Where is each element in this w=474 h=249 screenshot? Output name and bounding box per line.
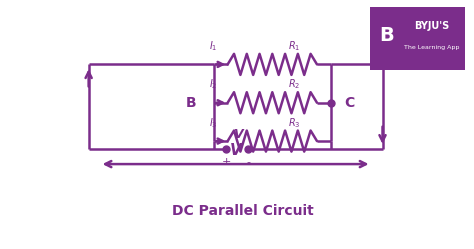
Text: $I_3$: $I_3$	[209, 116, 218, 129]
Text: DC Parallel Circuit: DC Parallel Circuit	[172, 204, 314, 218]
Text: B: B	[186, 96, 197, 110]
Text: +: +	[222, 157, 231, 167]
Text: BYJU'S: BYJU'S	[414, 21, 449, 31]
FancyBboxPatch shape	[365, 4, 469, 73]
Text: V: V	[230, 143, 241, 158]
Text: $R_1$: $R_1$	[288, 39, 301, 53]
Text: -: -	[246, 157, 250, 167]
Text: C: C	[344, 96, 355, 110]
Text: $R_3$: $R_3$	[288, 116, 301, 129]
Text: $I_1$: $I_1$	[210, 39, 218, 53]
Text: $I_2$: $I_2$	[210, 77, 218, 91]
Text: $R_2$: $R_2$	[288, 77, 301, 91]
Text: B: B	[379, 26, 394, 45]
Text: The Learning App: The Learning App	[404, 45, 459, 51]
Text: V: V	[233, 128, 242, 141]
